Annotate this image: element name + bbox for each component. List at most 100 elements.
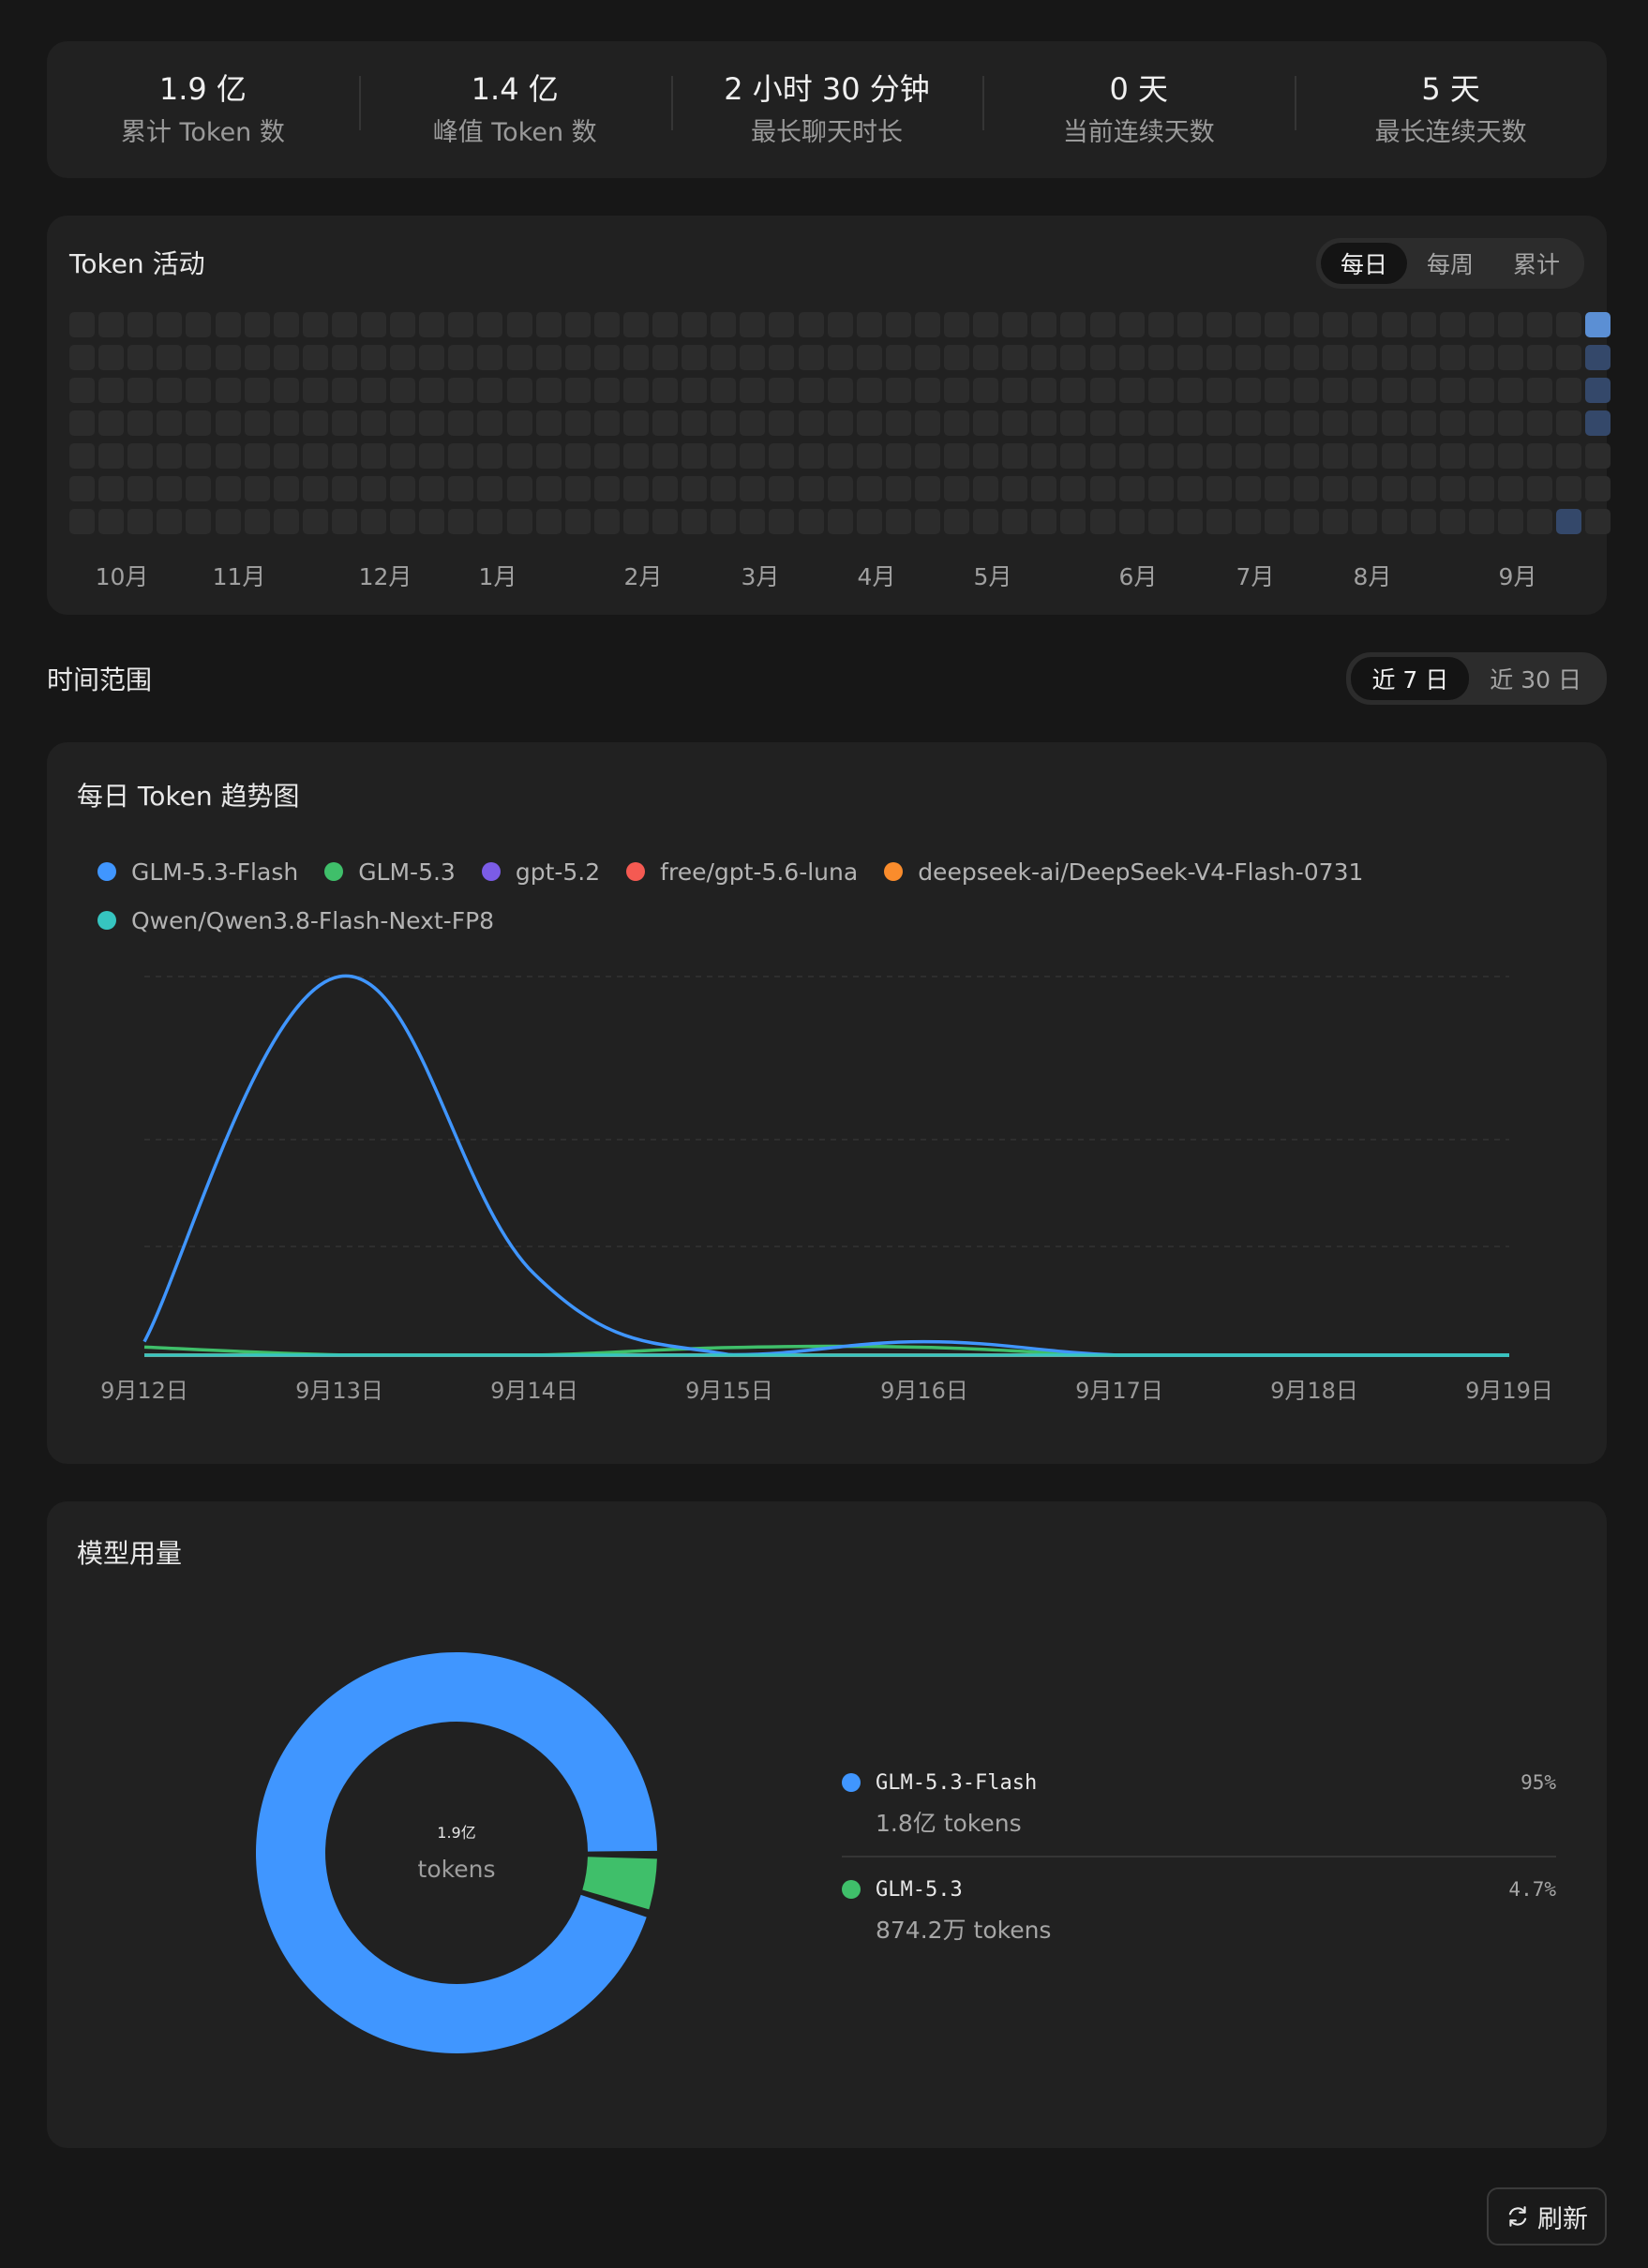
heatmap-cell[interactable] [1002, 345, 1028, 370]
heatmap-cell[interactable] [390, 443, 416, 469]
heatmap-cell[interactable] [1497, 345, 1523, 370]
heatmap-cell[interactable] [419, 410, 445, 436]
heatmap-cell[interactable] [244, 378, 270, 403]
heatmap-cell[interactable] [69, 345, 95, 370]
heatmap-cell[interactable] [1294, 378, 1320, 403]
heatmap-cell[interactable] [1556, 476, 1582, 501]
heatmap-cell[interactable] [944, 476, 969, 501]
heatmap-cell[interactable] [740, 476, 766, 501]
heatmap-cell[interactable] [448, 476, 474, 501]
heatmap-cell[interactable] [856, 476, 882, 501]
heatmap-cell[interactable] [564, 378, 591, 403]
heatmap-cell[interactable] [1265, 312, 1291, 337]
heatmap-cell[interactable] [973, 345, 999, 370]
heatmap-cell[interactable] [1031, 410, 1057, 436]
heatmap-cell[interactable] [186, 410, 212, 436]
heatmap-cell[interactable] [1410, 509, 1436, 534]
heatmap-cell[interactable] [98, 509, 125, 534]
heatmap-cell[interactable] [827, 378, 853, 403]
heatmap-cell[interactable] [127, 476, 154, 501]
heatmap-cell[interactable] [798, 476, 824, 501]
heatmap-cell[interactable] [1265, 509, 1291, 534]
heatmap-cell[interactable] [1147, 410, 1174, 436]
heatmap-cell[interactable] [1031, 345, 1057, 370]
heatmap-cell[interactable] [682, 410, 708, 436]
heatmap-cell[interactable] [944, 312, 969, 337]
heatmap-cell[interactable] [1089, 345, 1116, 370]
heatmap-cell[interactable] [798, 378, 824, 403]
heatmap-cell[interactable] [506, 476, 532, 501]
heatmap-cell[interactable] [186, 509, 212, 534]
heatmap-cell[interactable] [711, 312, 737, 337]
heatmap-cell[interactable] [419, 476, 445, 501]
heatmap-cell[interactable] [973, 312, 999, 337]
heatmap-cell[interactable] [622, 443, 649, 469]
heatmap-cell[interactable] [885, 509, 911, 534]
heatmap-cell[interactable] [769, 312, 795, 337]
heatmap-cell[interactable] [711, 345, 737, 370]
heatmap-cell[interactable] [1352, 410, 1378, 436]
heatmap-cell[interactable] [1118, 378, 1145, 403]
heatmap-cell[interactable] [1031, 312, 1057, 337]
heatmap-cell[interactable] [477, 410, 503, 436]
heatmap-cell[interactable] [390, 410, 416, 436]
heatmap-cell[interactable] [1468, 312, 1494, 337]
heatmap-cell[interactable] [1118, 476, 1145, 501]
heatmap-cell[interactable] [944, 410, 969, 436]
heatmap-cell[interactable] [1497, 378, 1523, 403]
heatmap-cell[interactable] [711, 410, 737, 436]
heatmap-cell[interactable] [1381, 378, 1407, 403]
heatmap-cell[interactable] [186, 345, 212, 370]
heatmap-cell[interactable] [157, 509, 183, 534]
legend-item[interactable]: Qwen/Qwen3.8-Flash-Next-FP8 [97, 896, 494, 945]
heatmap-cell[interactable] [1294, 476, 1320, 501]
heatmap-cell[interactable] [331, 509, 357, 534]
heatmap-cell[interactable] [1236, 509, 1261, 534]
heatmap-cell[interactable] [564, 476, 591, 501]
heatmap-cell[interactable] [361, 410, 386, 436]
heatmap-cell[interactable] [769, 476, 795, 501]
heatmap-cell[interactable] [885, 443, 911, 469]
heatmap-cell[interactable] [1323, 410, 1349, 436]
heatmap-cell[interactable] [827, 410, 853, 436]
heatmap-cell[interactable] [1381, 443, 1407, 469]
heatmap-cell[interactable] [593, 476, 620, 501]
heatmap-cell[interactable] [827, 312, 853, 337]
heatmap-cell[interactable] [1236, 476, 1261, 501]
heatmap-cell[interactable] [535, 312, 562, 337]
heatmap-cell[interactable] [564, 443, 591, 469]
range-7-days[interactable]: 近 7 日 [1351, 657, 1470, 700]
heatmap-cell[interactable] [1556, 443, 1582, 469]
heatmap-cell[interactable] [652, 476, 678, 501]
heatmap-cell[interactable] [535, 410, 562, 436]
heatmap-cell[interactable] [740, 410, 766, 436]
heatmap-cell[interactable] [622, 476, 649, 501]
heatmap-cell[interactable] [1236, 378, 1261, 403]
heatmap-cell[interactable] [302, 509, 328, 534]
heatmap-cell[interactable] [564, 509, 591, 534]
legend-item[interactable]: GLM-5.3-Flash [97, 847, 298, 896]
heatmap-cell[interactable] [1556, 378, 1582, 403]
heatmap-cell[interactable] [98, 476, 125, 501]
heatmap-cell[interactable] [740, 443, 766, 469]
heatmap-cell[interactable] [506, 410, 532, 436]
heatmap-cell[interactable] [1294, 443, 1320, 469]
heatmap-cell[interactable] [1352, 476, 1378, 501]
heatmap-cell[interactable] [593, 410, 620, 436]
heatmap-cell[interactable] [798, 345, 824, 370]
heatmap-cell[interactable] [1497, 443, 1523, 469]
heatmap-cell[interactable] [1147, 378, 1174, 403]
heatmap-cell[interactable] [69, 378, 95, 403]
heatmap-cell[interactable] [1060, 509, 1086, 534]
heatmap-cell[interactable] [769, 509, 795, 534]
heatmap-cell[interactable] [98, 312, 125, 337]
heatmap-cell[interactable] [1002, 410, 1028, 436]
heatmap-cell[interactable] [682, 345, 708, 370]
heatmap-cell[interactable] [1381, 476, 1407, 501]
heatmap-cell[interactable] [1323, 443, 1349, 469]
heatmap-cell[interactable] [1236, 443, 1261, 469]
heatmap-cell[interactable] [390, 476, 416, 501]
heatmap-cell[interactable] [622, 312, 649, 337]
heatmap-cell[interactable] [914, 443, 940, 469]
heatmap-cell[interactable] [215, 312, 241, 337]
